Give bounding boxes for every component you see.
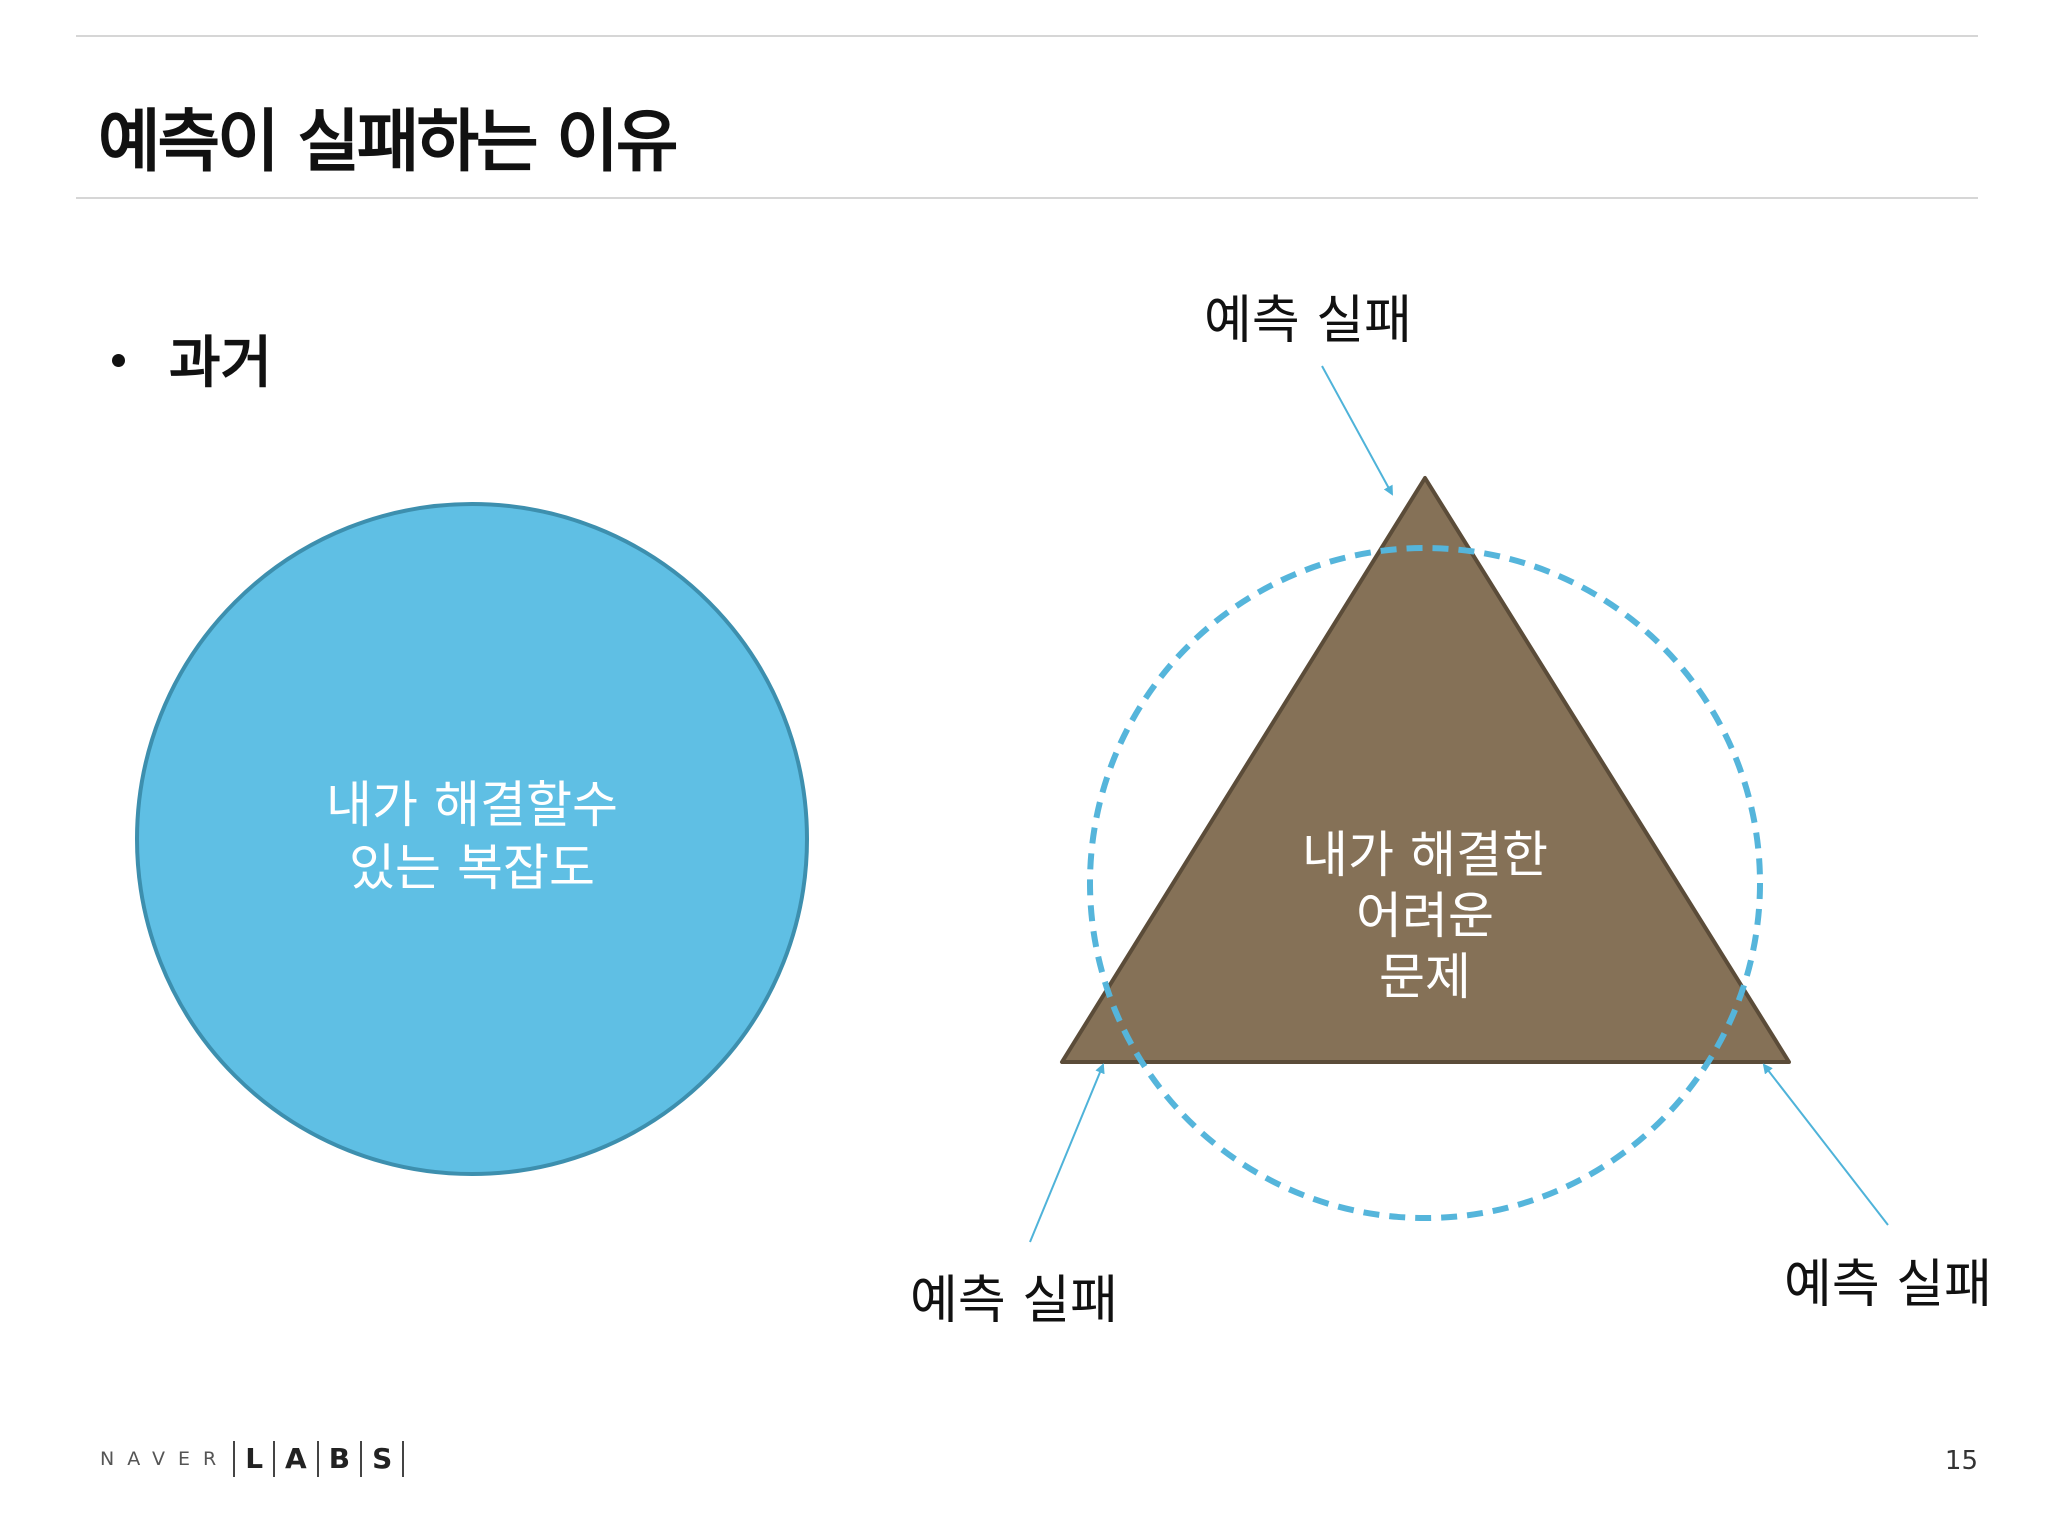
logo-cell-s: S	[360, 1441, 405, 1477]
complexity-circle-group: 내가 해결할수 있는 복잡도	[135, 502, 809, 1176]
circle-label-line1: 내가 해결할수	[326, 776, 618, 834]
callout-bottom-left-label: 예측 실패	[910, 1271, 1118, 1331]
logo-cell-a: A	[273, 1441, 317, 1477]
callout-top-label: 예측 실패	[1204, 291, 1412, 351]
triangle-label-line1: 내가 해결한	[1302, 826, 1548, 884]
page-title: 예측이 실패하는 이유	[98, 103, 678, 182]
complexity-circle	[135, 502, 809, 1176]
triangle-label-line2: 어려운	[1356, 887, 1494, 945]
triangle-label-line3: 문제	[1379, 948, 1471, 1006]
arrow-bottom-left	[1029, 1063, 1105, 1243]
dashed-boundary-circle	[1087, 545, 1763, 1221]
arrow-bottom-right	[1762, 1063, 1889, 1226]
bullet-dot-icon	[112, 354, 125, 368]
top-divider	[76, 35, 1978, 37]
callout-bottom-right-label: 예측 실패	[1784, 1255, 1992, 1315]
page-number: 15	[1944, 1446, 1978, 1476]
naver-labs-logo: NAVER L A B S	[100, 1438, 405, 1480]
problem-triangle-group: 내가 해결한 어려운 문제	[1060, 476, 1791, 1221]
logo-cell-b: B	[316, 1441, 360, 1477]
problem-triangle	[1060, 476, 1791, 1064]
bullet-item: 과거	[112, 318, 272, 399]
bullet-text: 과거	[169, 331, 273, 396]
circle-label-line2: 있는 복잡도	[349, 839, 595, 897]
logo-brand-text: NAVER	[100, 1448, 230, 1470]
title-divider	[76, 197, 1978, 199]
logo-cell-l: L	[233, 1441, 273, 1477]
arrow-top	[1321, 365, 1393, 496]
